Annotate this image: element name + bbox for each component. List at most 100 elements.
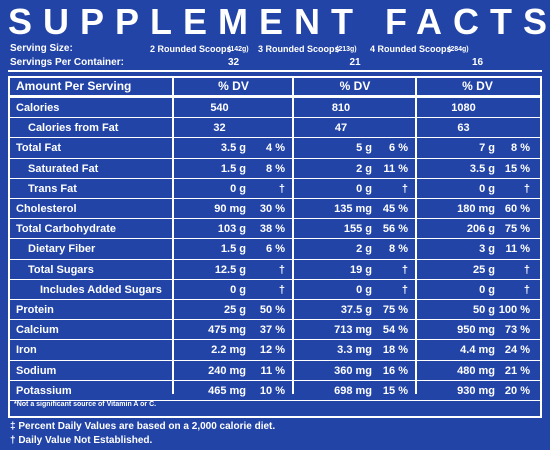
daily-value: † (401, 263, 408, 276)
row-rule (10, 198, 540, 199)
amount: 713 mg (334, 324, 372, 337)
amount: 950 mg (457, 324, 495, 337)
daily-value: 11 % (260, 364, 285, 377)
amount: 12.5 g (214, 263, 246, 276)
servings-label: Servings Per Container: (10, 57, 124, 68)
table-frame (8, 76, 542, 418)
serving-size-label: Serving Size: (10, 43, 73, 54)
amount: 155 g (343, 223, 372, 236)
daily-value: † (401, 182, 408, 195)
row-rule (10, 319, 540, 321)
column-header: % DV (218, 79, 249, 93)
daily-value: 11 % (383, 162, 408, 175)
row-rule (10, 137, 540, 139)
amount: 3.5 g (469, 162, 495, 175)
daily-value: 100 % (498, 304, 530, 316)
row-label: Calories from Fat (28, 122, 119, 135)
daily-value: 18 % (382, 344, 408, 357)
rule (8, 70, 542, 72)
column-header: % DV (339, 79, 371, 93)
amount: 0 g (356, 182, 372, 195)
serving-weight: (142g) (228, 46, 249, 53)
daily-value: 11 % (505, 243, 530, 256)
row-rule (10, 359, 540, 361)
table-note: *Not a significant source of Vitamin A o… (14, 401, 157, 408)
daily-value: 8 % (511, 142, 530, 155)
amount: 2.2 mg (211, 344, 246, 357)
amount: 2 g (356, 162, 372, 175)
daily-value: 16 % (382, 364, 408, 377)
daily-value: † (278, 283, 285, 296)
row-label: Potassium (16, 384, 72, 397)
daily-value: 6 % (266, 243, 285, 256)
daily-value: 75 % (382, 304, 408, 316)
column-rule (415, 78, 417, 394)
row-rule (10, 218, 540, 220)
row-label: Total Sugars (28, 263, 94, 276)
daily-value: 45 % (382, 203, 408, 215)
daily-value: 38 % (259, 223, 285, 236)
daily-value: † (401, 283, 408, 296)
amount: 810 (331, 102, 351, 114)
amount: 47 (334, 122, 348, 135)
amount: 206 g (466, 223, 495, 236)
column-header: Amount Per Serving (16, 79, 132, 93)
amount: 4.4 mg (460, 344, 495, 357)
row-label: Saturated Fat (28, 162, 99, 175)
serving-size: 4 Rounded Scoops (370, 44, 452, 54)
row-rule (10, 177, 540, 179)
daily-value: 60 % (504, 203, 530, 215)
row-label: Calcium (16, 324, 59, 337)
daily-value: 4 % (266, 142, 285, 155)
row-label: Total Carbohydrate (16, 223, 117, 236)
amount: 360 mg (334, 364, 372, 377)
amount: 19 g (349, 263, 372, 276)
daily-value: 10 % (259, 384, 285, 397)
column-rule (172, 78, 174, 394)
column-header: % DV (462, 79, 493, 93)
daily-value: † (523, 263, 530, 276)
daily-value: 6 % (389, 142, 408, 155)
amount: 1080 (451, 102, 476, 114)
daily-value: 20 % (504, 384, 530, 397)
amount: 32 (213, 122, 226, 135)
daily-value: 54 % (382, 324, 408, 337)
row-rule (10, 238, 540, 240)
daily-value: 21 % (504, 364, 530, 377)
row-rule (10, 258, 540, 260)
row-label: Protein (16, 304, 54, 316)
amount: 25 g (472, 263, 495, 276)
row-label: Dietary Fiber (28, 243, 96, 256)
daily-value: 15 % (382, 384, 408, 397)
amount: 50 g (472, 304, 495, 316)
amount: 90 mg (214, 203, 246, 215)
row-rule (10, 379, 540, 381)
row-rule (10, 278, 540, 280)
amount: 0 g (479, 283, 495, 296)
row-label: Iron (16, 344, 37, 357)
amount: 7 g (479, 142, 495, 155)
title: SUPPLEMENT FACTS (8, 1, 550, 42)
servings-value: 21 (349, 57, 361, 68)
header-rule (10, 95, 540, 98)
serving-weight: (213g) (336, 46, 357, 53)
daily-value: 30 % (259, 203, 285, 215)
amount: 240 mg (208, 364, 246, 377)
row-label: Sodium (16, 364, 57, 377)
daily-value: 37 % (259, 324, 285, 337)
amount: 37.5 g (340, 304, 372, 316)
amount: 103 g (217, 223, 246, 236)
daily-value: 15 % (504, 162, 530, 175)
amount: 930 mg (457, 384, 495, 397)
daily-value: 56 % (382, 223, 408, 236)
daily-value: 73 % (504, 324, 530, 337)
amount: 465 mg (208, 384, 246, 397)
row-label: Cholesterol (16, 203, 77, 215)
servings-value: 32 (227, 57, 240, 68)
row-label: Includes Added Sugars (40, 283, 162, 296)
amount: 3 g (479, 243, 495, 256)
daily-value: 24 % (504, 344, 530, 357)
amount: 25 g (223, 304, 246, 316)
amount: 135 mg (334, 203, 372, 215)
row-rule (10, 299, 540, 300)
